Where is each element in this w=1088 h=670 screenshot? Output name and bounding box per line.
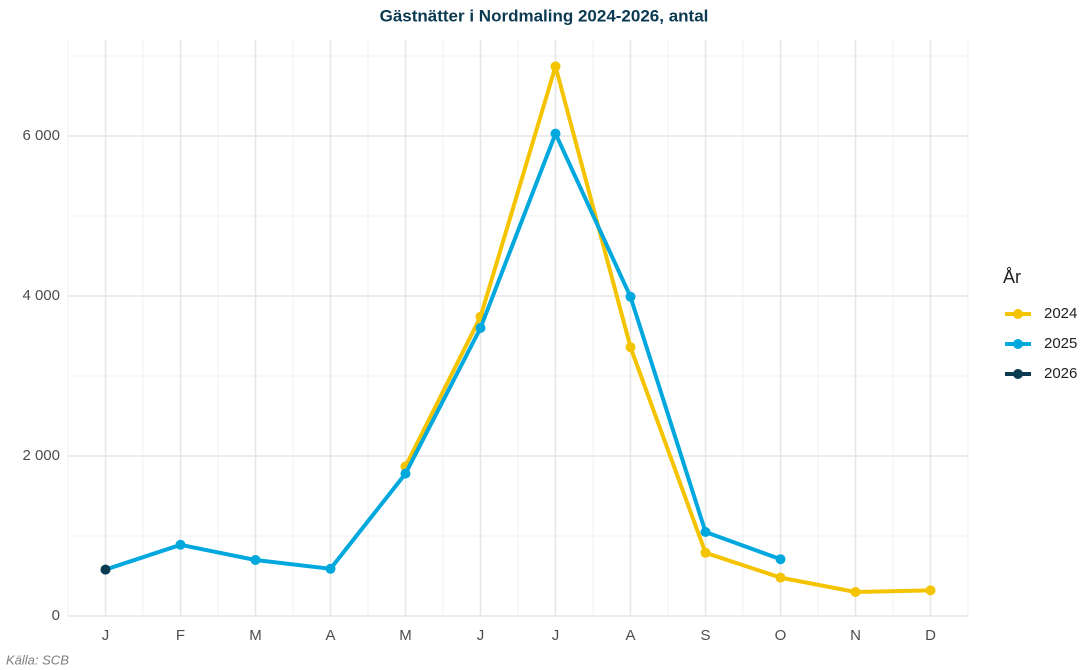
point — [700, 547, 711, 558]
x-tick-label: S — [700, 627, 710, 644]
x-tick-label: A — [325, 627, 335, 644]
x-tick-label: J — [552, 627, 560, 644]
x-tick-label: D — [925, 627, 936, 644]
x-tick-label: A — [625, 627, 635, 644]
point — [850, 587, 861, 597]
x-tick-label: J — [477, 627, 485, 644]
chart-title: Gästnätter i Nordmaling 2024-2026, antal — [380, 6, 709, 25]
point — [175, 539, 186, 550]
x-tick-label: N — [850, 627, 861, 644]
legend-label: 2026 — [1044, 365, 1077, 382]
point — [625, 342, 636, 353]
point — [625, 291, 636, 302]
caption: Källa: SCB — [6, 652, 69, 667]
point — [475, 323, 486, 333]
legend-label: 2024 — [1044, 305, 1077, 322]
point — [700, 527, 711, 537]
legend-swatch — [1013, 369, 1023, 379]
point — [775, 572, 786, 583]
point — [325, 563, 336, 574]
x-tick-label: M — [249, 627, 262, 644]
y-tick-label: 6 000 — [22, 127, 60, 144]
point — [550, 61, 561, 72]
point — [250, 555, 261, 565]
x-tick-label: O — [775, 627, 787, 644]
line — [403, 64, 931, 594]
x-tick-label: F — [176, 627, 185, 644]
legend-label: 2025 — [1044, 335, 1077, 352]
x-tick-label: J — [102, 627, 110, 644]
y-tick-label: 2 000 — [22, 447, 60, 464]
point — [925, 585, 936, 596]
point — [400, 468, 411, 479]
line — [104, 131, 782, 572]
x-tick-label: M — [399, 627, 412, 644]
y-tick-label: 4 000 — [22, 287, 60, 304]
legend-swatch — [1013, 309, 1023, 319]
y-tick-label: 0 — [52, 607, 60, 624]
legend-swatch — [1013, 339, 1023, 349]
point — [550, 128, 561, 139]
legend-title: År — [1003, 267, 1021, 287]
point — [775, 554, 786, 565]
point — [100, 564, 111, 575]
